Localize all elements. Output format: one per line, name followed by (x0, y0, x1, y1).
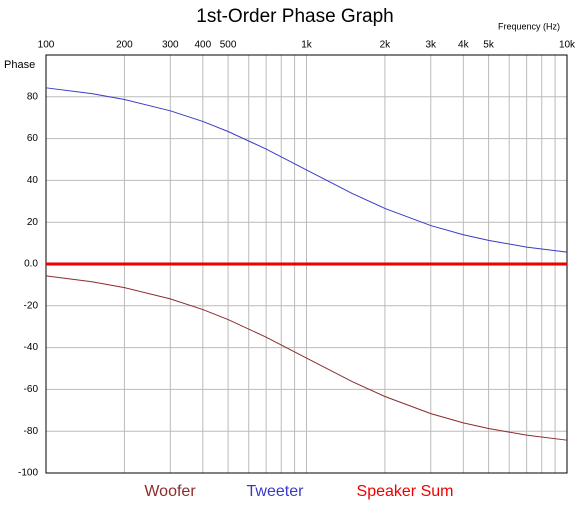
x-tick-label: 200 (116, 40, 133, 51)
x-tick-label: 100 (38, 40, 55, 51)
y-axis-label: Phase (4, 59, 35, 71)
y-tick-label: 20 (27, 217, 39, 228)
x-tick-label: 10k (559, 40, 576, 51)
chart-title: 1st-Order Phase Graph (196, 6, 393, 27)
legend-entry: Speaker Sum (357, 483, 454, 500)
x-tick-label: 300 (162, 40, 179, 51)
y-tick-label: -80 (24, 426, 39, 437)
y-tick-label: 0.0 (24, 259, 38, 270)
series-line (45, 87, 568, 253)
y-tick-label: -60 (24, 384, 39, 395)
y-tick-label: -100 (18, 468, 38, 479)
y-tick-label: 60 (27, 133, 39, 144)
legend-entry: Woofer (144, 483, 196, 500)
x-tick-label: 500 (220, 40, 237, 51)
series-line (45, 275, 568, 441)
y-tick-label: -40 (24, 342, 39, 353)
x-tick-label: 4k (458, 40, 470, 51)
x-tick-label: 2k (380, 40, 392, 51)
x-tick-label: 5k (483, 40, 495, 51)
x-tick-label: 3k (426, 40, 438, 51)
x-tick-label: 400 (194, 40, 211, 51)
x-tick-label: 1k (301, 40, 313, 51)
x-axis-label: Frequency (Hz) (498, 21, 560, 31)
y-tick-label: 80 (27, 91, 39, 102)
legend-entry: Tweeter (247, 483, 305, 500)
y-tick-label: 40 (27, 175, 39, 186)
y-tick-label: -20 (24, 300, 39, 311)
